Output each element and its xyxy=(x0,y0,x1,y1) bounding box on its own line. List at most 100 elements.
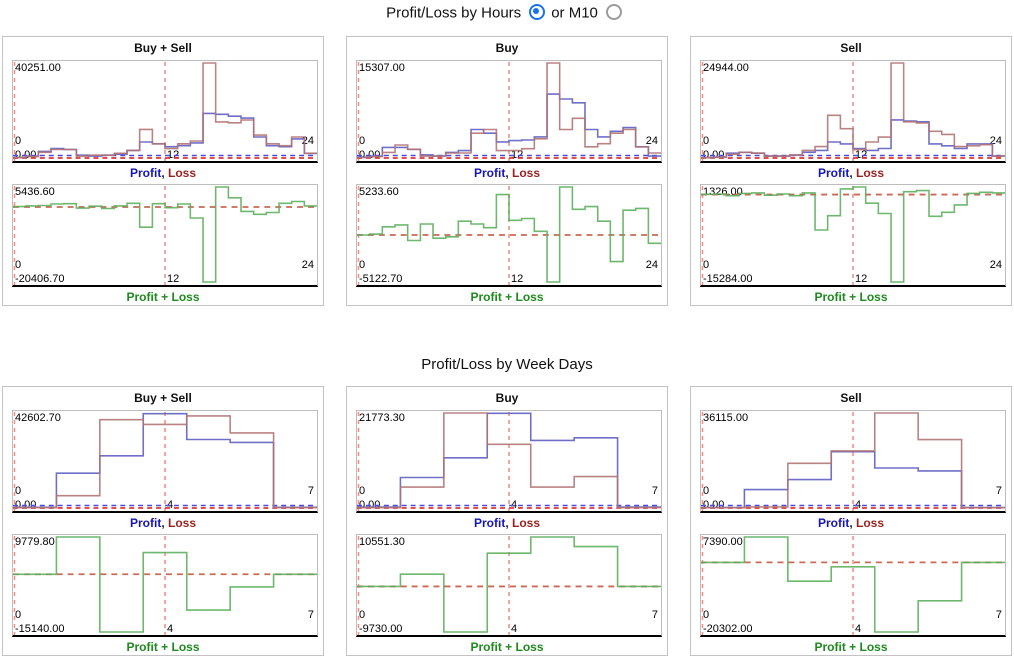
x-tick-mid: 4 xyxy=(167,499,174,511)
legend-loss-label: Loss xyxy=(512,516,541,530)
top-chart: 21773.30 0 0.00 4 7 xyxy=(356,410,662,513)
bottom-legend: Profit + Loss xyxy=(470,290,544,304)
y-min-label: -20406.70 xyxy=(15,273,65,285)
x-tick-right: 24 xyxy=(645,135,658,147)
y-max-label: 9779.80 xyxy=(15,536,55,548)
chart-panel: Buy + Sell 42602.70 0 0.00 4 7 Profit, L… xyxy=(2,386,324,656)
x-tick-mid: 4 xyxy=(511,623,518,635)
x-tick-left: 0 xyxy=(359,135,366,147)
y-max-label: 36115.00 xyxy=(703,412,749,424)
legend-loss-label: Loss xyxy=(168,516,197,530)
y-max-label: 5233.60 xyxy=(359,186,399,198)
legend-loss-label: Loss xyxy=(856,166,885,180)
legend-profit-label: Profit xyxy=(817,516,850,530)
x-tick-right: 7 xyxy=(651,609,658,621)
legend-separator: , xyxy=(505,166,512,180)
weekdays-section-title: Profit/Loss by Week Days xyxy=(421,356,593,373)
hours-radio[interactable] xyxy=(529,4,546,21)
chart-panel: Buy + Sell 40251.00 0 0.00 12 24 Profit,… xyxy=(2,36,324,306)
top-legend: Profit, Loss xyxy=(3,163,323,180)
legend-profit-label: Profit xyxy=(473,166,506,180)
chart-panel: Sell 36115.00 0 0.00 4 7 Profit, Loss 73… xyxy=(690,386,1012,656)
top-legend: Profit, Loss xyxy=(347,513,667,530)
x-tick-right: 24 xyxy=(645,259,658,271)
x-tick-left: 0 xyxy=(15,609,22,621)
bottom-chart: 10551.30 0 -9730.00 4 7 xyxy=(356,534,662,637)
y-max-label: 15307.00 xyxy=(359,62,405,74)
bottom-chart: 1326.00 0 -15284.00 12 24 xyxy=(700,184,1006,287)
legend-loss-label: Loss xyxy=(512,166,541,180)
panel-title: Sell xyxy=(840,41,862,55)
x-tick-left: 0 xyxy=(15,259,22,271)
top-chart: 40251.00 0 0.00 12 24 xyxy=(12,60,318,163)
x-tick-right: 7 xyxy=(651,485,658,497)
chart-panel: Sell 24944.00 0 0.00 12 24 Profit, Loss … xyxy=(690,36,1012,306)
bottom-legend: Profit + Loss xyxy=(814,640,888,654)
x-tick-left: 0 xyxy=(703,259,710,271)
chart-panel: Buy 15307.00 0 0.00 12 24 Profit, Loss 5… xyxy=(346,36,668,306)
bottom-chart: 7390.00 0 -20302.00 4 7 xyxy=(700,534,1006,637)
top-legend: Profit, Loss xyxy=(691,513,1011,530)
y-max-label: 42602.70 xyxy=(15,412,61,424)
view-title: Profit/Loss by Hours xyxy=(386,4,522,22)
top-chart: 36115.00 0 0.00 4 7 xyxy=(700,410,1006,513)
bottom-chart: 9779.80 0 -15140.00 4 7 xyxy=(12,534,318,637)
panel-title: Sell xyxy=(840,391,862,405)
legend-profit-label: Profit xyxy=(473,516,506,530)
y-min-label: -20302.00 xyxy=(703,623,753,635)
y-min-label: -15140.00 xyxy=(15,623,65,635)
hours-row: Buy + Sell 40251.00 0 0.00 12 24 Profit,… xyxy=(0,36,1014,306)
bottom-chart: 5233.60 0 -5122.70 12 24 xyxy=(356,184,662,287)
x-tick-left: 0 xyxy=(359,259,366,271)
x-tick-mid: 12 xyxy=(167,273,180,285)
x-tick-mid: 4 xyxy=(511,499,518,511)
x-tick-mid: 12 xyxy=(855,273,868,285)
panel-title: Buy xyxy=(495,41,519,55)
x-tick-left: 0 xyxy=(15,485,22,497)
x-tick-mid: 12 xyxy=(511,273,524,285)
panel-title: Buy + Sell xyxy=(134,41,192,55)
legend-profit-label: Profit xyxy=(129,166,162,180)
weekdays-row: Buy + Sell 42602.70 0 0.00 4 7 Profit, L… xyxy=(0,386,1014,656)
panel-title: Buy + Sell xyxy=(134,391,192,405)
y-min-label: -15284.00 xyxy=(703,273,753,285)
bottom-chart: 5436.60 0 -20406.70 12 24 xyxy=(12,184,318,287)
x-tick-right: 7 xyxy=(307,485,314,497)
legend-separator: , xyxy=(505,516,512,530)
x-tick-left: 0 xyxy=(703,609,710,621)
top-chart: 42602.70 0 0.00 4 7 xyxy=(12,410,318,513)
top-chart: 15307.00 0 0.00 12 24 xyxy=(356,60,662,163)
y-max-label: 21773.30 xyxy=(359,412,405,424)
legend-separator: , xyxy=(849,166,856,180)
y-max-label: 10551.30 xyxy=(359,536,405,548)
y-max-label: 40251.00 xyxy=(15,62,61,74)
legend-loss-label: Loss xyxy=(856,516,885,530)
y-min-label: -9730.00 xyxy=(359,623,403,635)
bottom-legend: Profit + Loss xyxy=(126,290,200,304)
legend-loss-label: Loss xyxy=(168,166,197,180)
x-tick-right: 7 xyxy=(995,609,1002,621)
x-tick-right: 7 xyxy=(995,485,1002,497)
x-tick-left: 0 xyxy=(359,609,366,621)
x-tick-mid: 4 xyxy=(855,623,862,635)
x-tick-left: 0 xyxy=(703,135,710,147)
x-tick-mid: 4 xyxy=(167,623,174,635)
bottom-legend: Profit + Loss xyxy=(126,640,200,654)
legend-separator: , xyxy=(161,166,168,180)
m10-radio[interactable] xyxy=(605,4,622,21)
legend-profit-label: Profit xyxy=(129,516,162,530)
panel-title: Buy xyxy=(495,391,519,405)
x-tick-left: 0 xyxy=(15,135,22,147)
top-legend: Profit, Loss xyxy=(691,163,1011,180)
m10-label[interactable]: or M10 xyxy=(551,4,598,22)
top-legend: Profit, Loss xyxy=(3,513,323,530)
bottom-legend: Profit + Loss xyxy=(470,640,544,654)
x-tick-right: 24 xyxy=(301,259,314,271)
legend-profit-label: Profit xyxy=(817,166,850,180)
y-min-label: -5122.70 xyxy=(359,273,403,285)
y-max-label: 5436.60 xyxy=(15,186,55,198)
legend-separator: , xyxy=(849,516,856,530)
top-chart: 24944.00 0 0.00 12 24 xyxy=(700,60,1006,163)
y-max-label: 7390.00 xyxy=(703,536,743,548)
x-tick-right: 7 xyxy=(307,609,314,621)
